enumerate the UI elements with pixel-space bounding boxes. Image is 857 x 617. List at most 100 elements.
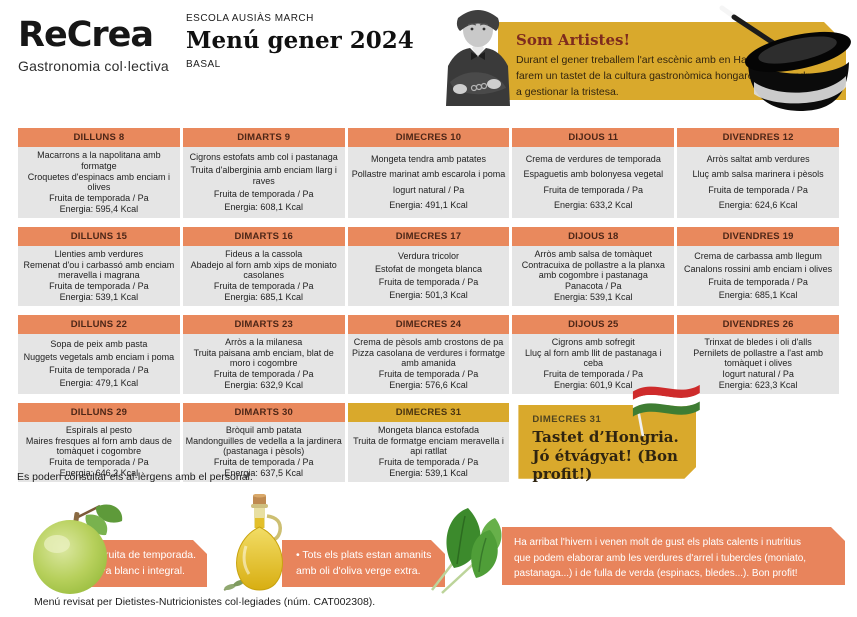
day-header: DIMECRES 24 bbox=[347, 314, 510, 334]
day-header: DIVENDRES 19 bbox=[677, 226, 839, 246]
dish-line: Energia: 685,1 Kcal bbox=[224, 291, 303, 302]
dish-line: Croquetes d'espinacs amb enciam i olives bbox=[27, 171, 171, 193]
week-row: DILLUNS 29 Espirals al pesto Maires fresqu… bbox=[18, 384, 839, 483]
dish-line: Panacota / Pa bbox=[565, 281, 622, 292]
dish-line: Fruita de temporada / Pa bbox=[49, 193, 149, 204]
allergens-note: Es poden consultar els al·lèrgens amb el… bbox=[17, 471, 253, 483]
olive-oil-bottle-image bbox=[223, 494, 283, 591]
day-menu: Arròs saltat amb verdures Lluç amb salsa … bbox=[677, 147, 839, 218]
note-line: • Fruita de temporada. bbox=[92, 549, 197, 561]
day-header: DIMARTS 9 bbox=[182, 128, 345, 147]
day-header: DILLUNS 29 bbox=[18, 402, 180, 422]
day-cell: DIJOUS 11 Crema de verdures de temporada E… bbox=[512, 128, 675, 218]
day-header: DILLUNS 15 bbox=[18, 226, 180, 246]
day-header: DIMARTS 16 bbox=[182, 226, 345, 246]
day-header: DIJOUS 18 bbox=[512, 226, 675, 246]
dish-line: Fruita de temporada / Pa bbox=[543, 184, 644, 195]
day-menu: Bròquil amb patata Mandonguilles de vedel… bbox=[182, 421, 345, 482]
seasonal-note: Ha arribat l'hivern i venen molt de gust… bbox=[502, 527, 845, 585]
dish-line: Energia: 539,1 Kcal bbox=[554, 291, 633, 302]
day-menu: Crema de carbassa amb llegum Canalons ros… bbox=[677, 245, 839, 306]
dish-line: Espaguetis amb bolonyesa vegetal bbox=[523, 169, 664, 180]
day-menu: Arròs amb salsa de tomàquet Contracuixa d… bbox=[512, 245, 675, 306]
day-cell: DIMARTS 9 Cigrons estofats amb col i past… bbox=[182, 128, 345, 218]
day-cell: DIMECRES 10 Mongeta tendra amb patates Pol… bbox=[347, 128, 510, 218]
magician-top-hat-icon bbox=[719, 5, 851, 111]
dish-line: Energia: 632,9 Kcal bbox=[224, 379, 303, 390]
day-menu: Cigrons estofats amb col i pastanaga Trui… bbox=[182, 147, 345, 218]
day-header: DIVENDRES 12 bbox=[677, 128, 839, 147]
dish-line: Fruita de temporada / Pa bbox=[378, 369, 479, 380]
note-line: pastanaga...) i de fulla de verda (espin… bbox=[514, 568, 798, 579]
day-header: DIMECRES 10 bbox=[347, 128, 510, 147]
special-day-label: DIMECRES 31 bbox=[532, 413, 602, 425]
day-header: DIMECRES 17 bbox=[347, 226, 510, 246]
note-line: amb oli d'oliva verge extra. bbox=[296, 565, 421, 578]
dish-line: Energia: 491,1 Kcal bbox=[389, 199, 468, 210]
dish-line: Crema de pèsols amb crostons de pa bbox=[353, 336, 504, 347]
day-menu: Trinxat de bledes i oli d'alls Pernilets … bbox=[677, 333, 839, 394]
day-header: DIMARTS 30 bbox=[182, 402, 345, 422]
day-header: DILLUNS 8 bbox=[18, 128, 180, 147]
dish-line: Energia: 576,6 Kcal bbox=[389, 379, 468, 390]
day-menu: Macarrons a la napolitana amb formatge Cr… bbox=[18, 147, 180, 218]
day-cell: DILLUNS 15 Llenties amb verdures Remenat d… bbox=[18, 226, 180, 306]
week-row: DILLUNS 15 Llenties amb verdures Remenat d… bbox=[18, 226, 839, 306]
dish-line: Energia: 539,1 Kcal bbox=[389, 467, 468, 478]
dish-line: Fruita de temporada / Pa bbox=[213, 369, 314, 380]
dish-line: Maires fresques al forn amb daus de tomà… bbox=[25, 435, 172, 457]
day-menu: Arròs a la milanesa Truita paisana amb en… bbox=[182, 333, 345, 394]
dish-line: Mongeta blanca estofada bbox=[377, 424, 480, 435]
day-menu: Fideus a la cassola Abadejo al forn amb x… bbox=[182, 245, 345, 306]
dish-line: Energia: 601,9 Kcal bbox=[554, 379, 633, 390]
dish-line: Arròs a la milanesa bbox=[225, 336, 303, 347]
spinach-leaves-image bbox=[431, 508, 502, 594]
dish-line: Energia: 633,2 Kcal bbox=[554, 199, 633, 210]
day-cell: DIMECRES 17 Verdura tricolor Estofat de mo… bbox=[347, 226, 510, 306]
dish-line: Fruita de temporada / Pa bbox=[49, 281, 149, 292]
special-subtitle: Jó étvágyat! (Bon profit!) bbox=[532, 446, 678, 484]
dish-line: Fruita de temporada / Pa bbox=[708, 276, 808, 287]
dish-line: Energia: 685,1 Kcal bbox=[718, 289, 798, 300]
menu-grid: DILLUNS 8 Macarrons a la napolitana amb f… bbox=[18, 128, 839, 491]
day-menu: Mongeta blanca estofada Truita de formatg… bbox=[347, 421, 510, 482]
brand-block: ReCrea Gastronomia col·lectiva bbox=[18, 16, 169, 74]
olive-oil-note: • Tots els plats estan amanits amb oli d… bbox=[282, 540, 445, 587]
dish-line: Abadejo al forn amb xips de moniato caso… bbox=[190, 259, 337, 281]
week-row: DILLUNS 8 Macarrons a la napolitana amb f… bbox=[18, 128, 839, 218]
dish-line: Crema de carbassa amb llegum bbox=[694, 250, 822, 261]
day-cell: DIMECRES 24 Crema de pèsols amb crostons … bbox=[347, 314, 510, 394]
dish-line: Energia: 608,1 Kcal bbox=[224, 201, 303, 212]
dish-line: Estofat de mongeta blanca bbox=[374, 263, 483, 274]
day-header: DILLUNS 22 bbox=[18, 314, 180, 334]
note-line: • Tots els plats estan amanits bbox=[296, 549, 432, 561]
recrea-logo: ReCrea bbox=[18, 15, 154, 55]
dish-line: Fruita de temporada / Pa bbox=[543, 369, 644, 380]
dish-line: Arròs amb salsa de tomàquet bbox=[534, 248, 653, 259]
dish-line: Energia: 646,2 Kcal bbox=[59, 467, 139, 478]
day-cell: DIMECRES 31 Mongeta blanca estofada Truita… bbox=[347, 402, 510, 482]
day-header: DIMARTS 23 bbox=[182, 314, 345, 334]
dish-line: Pollastre marinat amb escarola i poma bbox=[351, 169, 506, 180]
hungary-special-box: DIMECRES 31 Tastet d’Hongria. Jó étvágya… bbox=[518, 384, 701, 483]
day-header: DIJOUS 25 bbox=[512, 314, 675, 334]
school-name: ESCOLA AUSIÀS MARCH bbox=[186, 13, 314, 24]
dish-line: Remenat d'ou i carbassó amb enciam merav… bbox=[23, 259, 175, 281]
day-cell: DILLUNS 8 Macarrons a la napolitana amb f… bbox=[18, 128, 180, 218]
day-cell: DIJOUS 18 Arròs amb salsa de tomàquet Cont… bbox=[512, 226, 675, 306]
day-menu: Llenties amb verdures Remenat d'ou i carb… bbox=[18, 245, 180, 306]
day-cell: DILLUNS 29 Espirals al pesto Maires fresqu… bbox=[18, 402, 180, 482]
dish-line: Energia: 623,3 Kcal bbox=[718, 379, 798, 390]
day-menu: Verdura tricolor Estofat de mongeta blanc… bbox=[347, 245, 510, 306]
dish-line: Iogurt natural / Pa bbox=[392, 184, 465, 195]
dish-line: Energia: 637,5 Kcal bbox=[224, 467, 303, 478]
dish-line: Cigrons estofats amb col i pastanaga bbox=[189, 152, 338, 163]
page-title: Menú gener 2024 bbox=[186, 27, 414, 54]
dietitian-note: Menú revisat per Dietistes-Nutricioniste… bbox=[34, 596, 376, 608]
title-block: ESCOLA AUSIÀS MARCH Menú gener 2024 BASA… bbox=[186, 13, 414, 70]
day-menu: Sopa de peix amb pasta Nuggets vegetals a… bbox=[18, 333, 180, 394]
dish-line: Sopa de peix amb pasta bbox=[50, 338, 148, 349]
dish-line: Energia: 624,6 Kcal bbox=[718, 199, 798, 210]
dish-line: Truita d'alberginia amb enciam llarg i r… bbox=[190, 165, 337, 186]
day-menu: Cigrons amb sofregit Lluç al forn amb lli… bbox=[512, 333, 675, 394]
